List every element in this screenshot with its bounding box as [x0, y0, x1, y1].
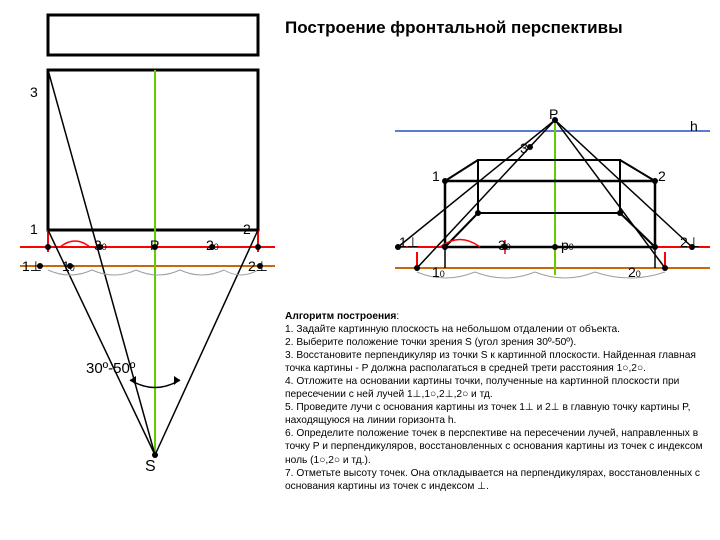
algorithm-header: Алгоритм построения — [285, 311, 396, 322]
label-1: 1 — [30, 221, 38, 237]
label-r1perp: 1⊥ — [399, 234, 419, 251]
algorithm-block: Алгоритм построения: 1. Задайте картинну… — [285, 310, 705, 493]
label-3: 3 — [30, 84, 38, 100]
label-S: S — [145, 458, 156, 476]
left-division-braces — [48, 270, 258, 275]
label-2: 2 — [243, 221, 251, 237]
label-h: h — [690, 118, 698, 134]
perspective-back-box — [478, 160, 620, 213]
label-r3-0: 30 — [498, 237, 511, 253]
label-1-0: 10 — [62, 258, 75, 274]
label-r1-0: 10 — [432, 264, 445, 280]
algo-step: 4. Отложите на основании картины точки, … — [285, 376, 679, 400]
label-3-0: 30 — [94, 237, 107, 253]
algo-step: 7. Отметьте высоту точек. Она откладывае… — [285, 468, 700, 492]
label-r2perp: 2⊥ — [680, 234, 700, 251]
algo-step: 2. Выберите положение точки зрения S (уг… — [285, 337, 576, 348]
label-1-perp: 1⊥ — [22, 258, 42, 275]
algo-step: 1. Задайте картинную плоскость на неболь… — [285, 324, 620, 335]
label-r1: 1 — [432, 168, 440, 184]
label-r2: 2 — [658, 168, 666, 184]
label-P-left: P — [150, 237, 159, 253]
label-r2-0: 20 — [628, 264, 641, 280]
label-r3: 3 — [520, 140, 528, 156]
ray-s-to-2 — [155, 230, 258, 455]
algo-step: 3. Восстановите перпендикуляр из точки S… — [285, 350, 696, 374]
label-2-perp: 2⊥ — [248, 258, 268, 275]
top-rect — [48, 15, 258, 55]
angle-label: 30º-50º — [86, 360, 135, 377]
label-P-right: P — [549, 106, 558, 122]
algo-step: 6. Определите положение точек в перспект… — [285, 428, 703, 465]
algo-step: 5. Проведите лучи с основания картины из… — [285, 402, 690, 426]
main-rect — [48, 70, 258, 230]
label-p-0: p0 — [561, 237, 574, 253]
label-2-0: 20 — [206, 237, 219, 253]
